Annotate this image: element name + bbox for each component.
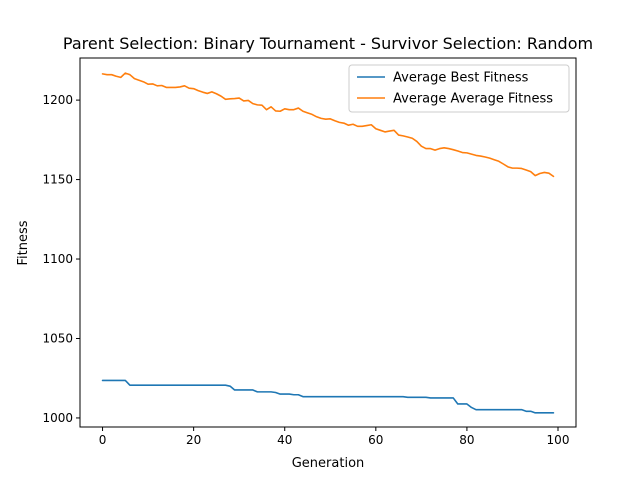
x-tick-label: 40	[277, 433, 292, 447]
chart-title: Parent Selection: Binary Tournament - Su…	[63, 34, 593, 53]
series-line-1	[101, 379, 555, 414]
legend: Average Best Fitness Average Average Fitn…	[348, 64, 570, 113]
y-axis-label: Fitness	[16, 220, 31, 265]
series-lines	[101, 72, 555, 414]
x-tick-label: 80	[459, 433, 474, 447]
x-tick-label: 60	[368, 433, 383, 447]
y-tick-label: 1100	[42, 252, 73, 266]
legend-box	[348, 64, 570, 113]
y-tick-label: 1150	[42, 173, 73, 187]
y-tick-label: 1200	[42, 93, 73, 107]
x-tick-label: 0	[99, 433, 107, 447]
axis-ticks: 0 20 40 60 80 100 1000 1050 1100 1150 1200	[42, 93, 569, 447]
legend-entry-label: Average Average Fitness	[393, 92, 553, 107]
x-tick-label: 20	[186, 433, 201, 447]
y-tick-label: 1050	[42, 331, 73, 345]
series-line-2	[101, 72, 555, 178]
x-axis-label: Generation	[292, 456, 365, 471]
legend-entry-label: Average Best Fitness	[393, 71, 529, 86]
y-tick-label: 1000	[42, 411, 73, 425]
plot-area-frame	[79, 57, 577, 428]
x-tick-label: 100	[547, 433, 570, 447]
